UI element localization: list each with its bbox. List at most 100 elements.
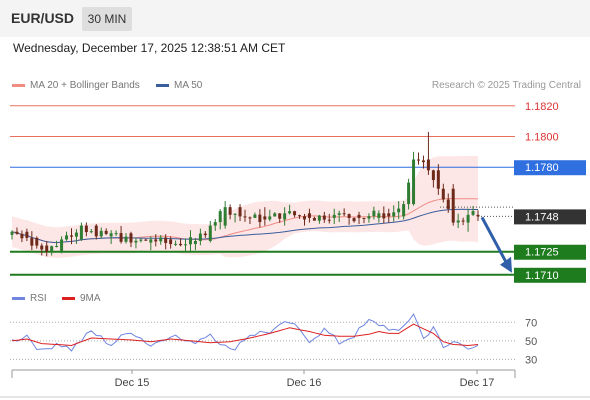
target-arrow-shaft bbox=[480, 216, 510, 267]
candle-body bbox=[74, 232, 78, 237]
rsi-ma-label: 9MA bbox=[80, 293, 101, 304]
time-tick-label: Dec 15 bbox=[115, 377, 150, 389]
candle-body bbox=[436, 170, 440, 189]
candle bbox=[288, 204, 292, 215]
ma50-swatch bbox=[156, 83, 169, 87]
candle-body bbox=[476, 214, 480, 217]
candle-body bbox=[397, 208, 401, 213]
legend-rsi: RSI bbox=[12, 293, 47, 304]
candle bbox=[426, 131, 430, 175]
candle bbox=[55, 240, 59, 248]
candle bbox=[65, 231, 69, 241]
legend-ma20: MA 20 + Bollinger Bands bbox=[12, 80, 140, 91]
candle-body bbox=[307, 213, 311, 218]
ma50-label: MA 50 bbox=[174, 80, 203, 91]
candle bbox=[60, 236, 64, 254]
candle-body bbox=[441, 188, 445, 200]
ma20-swatch bbox=[12, 83, 25, 87]
candle bbox=[352, 217, 356, 223]
candle-body bbox=[451, 188, 455, 223]
candle bbox=[441, 183, 445, 203]
candle bbox=[159, 235, 163, 245]
candle bbox=[203, 231, 207, 238]
candle bbox=[228, 204, 232, 220]
candle-body bbox=[99, 230, 103, 237]
moving-averages bbox=[11, 197, 479, 244]
candle-body bbox=[238, 207, 242, 217]
candle-body bbox=[342, 213, 346, 215]
level-label-1.1780: 1.1780 bbox=[525, 162, 559, 174]
candle-body bbox=[55, 245, 59, 247]
candle bbox=[74, 229, 78, 245]
candle-body bbox=[248, 217, 252, 219]
candle bbox=[139, 238, 143, 243]
candle bbox=[377, 210, 381, 223]
candle bbox=[169, 236, 173, 249]
candle-body bbox=[35, 237, 39, 246]
candle bbox=[94, 224, 98, 240]
candle-body bbox=[471, 211, 475, 215]
candle bbox=[322, 211, 326, 223]
candle-body bbox=[431, 170, 435, 181]
candle bbox=[124, 233, 128, 244]
candle-body bbox=[407, 182, 411, 205]
level-label-1.1800: 1.1800 bbox=[525, 131, 559, 143]
candle-body bbox=[258, 214, 262, 223]
candle bbox=[312, 216, 316, 221]
candle-body bbox=[268, 216, 272, 220]
candle-body bbox=[193, 240, 197, 245]
candle-body bbox=[253, 214, 257, 218]
candle bbox=[471, 206, 475, 217]
candle-body bbox=[426, 159, 430, 171]
candle-body bbox=[15, 231, 19, 234]
timeframe-button[interactable]: 30 MIN bbox=[82, 7, 132, 31]
header-bar: EUR/USD 30 MIN bbox=[0, 0, 590, 37]
candle-body bbox=[302, 216, 306, 220]
candle-body bbox=[461, 220, 465, 222]
symbol-title: EUR/USD bbox=[11, 10, 75, 26]
candle-body bbox=[218, 211, 222, 223]
candle bbox=[258, 209, 262, 228]
candle bbox=[149, 236, 153, 251]
candle-body bbox=[198, 233, 202, 241]
ma50-line bbox=[11, 208, 478, 244]
candle bbox=[30, 231, 34, 251]
candle-body bbox=[317, 215, 321, 221]
rsi-line bbox=[11, 313, 479, 352]
candle-body bbox=[293, 211, 297, 216]
candle-body bbox=[347, 214, 351, 218]
candle-body bbox=[89, 231, 93, 233]
candle-body bbox=[119, 233, 123, 242]
candle bbox=[293, 210, 297, 218]
candle-body bbox=[159, 237, 163, 242]
level-box-1.1725 bbox=[514, 244, 586, 260]
candle-body bbox=[283, 213, 287, 220]
rsi-tick-50: 50 bbox=[525, 336, 537, 348]
candle-body bbox=[65, 235, 69, 240]
candle-body bbox=[208, 225, 212, 241]
target-arrow bbox=[480, 216, 512, 273]
candle bbox=[278, 213, 282, 223]
candle bbox=[397, 201, 401, 220]
candle bbox=[412, 151, 416, 206]
candle bbox=[456, 213, 460, 229]
candle-body bbox=[372, 210, 376, 217]
legend-rsi-ma: 9MA bbox=[62, 293, 101, 304]
candle-body bbox=[421, 160, 425, 163]
candle bbox=[253, 212, 257, 219]
candle bbox=[263, 207, 267, 226]
candle-body bbox=[362, 217, 366, 219]
candle-body bbox=[104, 230, 108, 234]
price-axis-labels: 1.1820 1.1800 1.1780 1.1725 1.1710 1.1748 bbox=[514, 101, 586, 283]
candle-body bbox=[382, 213, 386, 219]
candle bbox=[372, 206, 376, 220]
candle bbox=[367, 213, 371, 223]
candle bbox=[164, 234, 168, 250]
candle-body bbox=[223, 207, 227, 226]
candle bbox=[134, 237, 138, 249]
candle-body bbox=[25, 231, 29, 238]
candle bbox=[188, 230, 192, 251]
candle-body bbox=[203, 233, 207, 236]
candle bbox=[15, 227, 19, 235]
